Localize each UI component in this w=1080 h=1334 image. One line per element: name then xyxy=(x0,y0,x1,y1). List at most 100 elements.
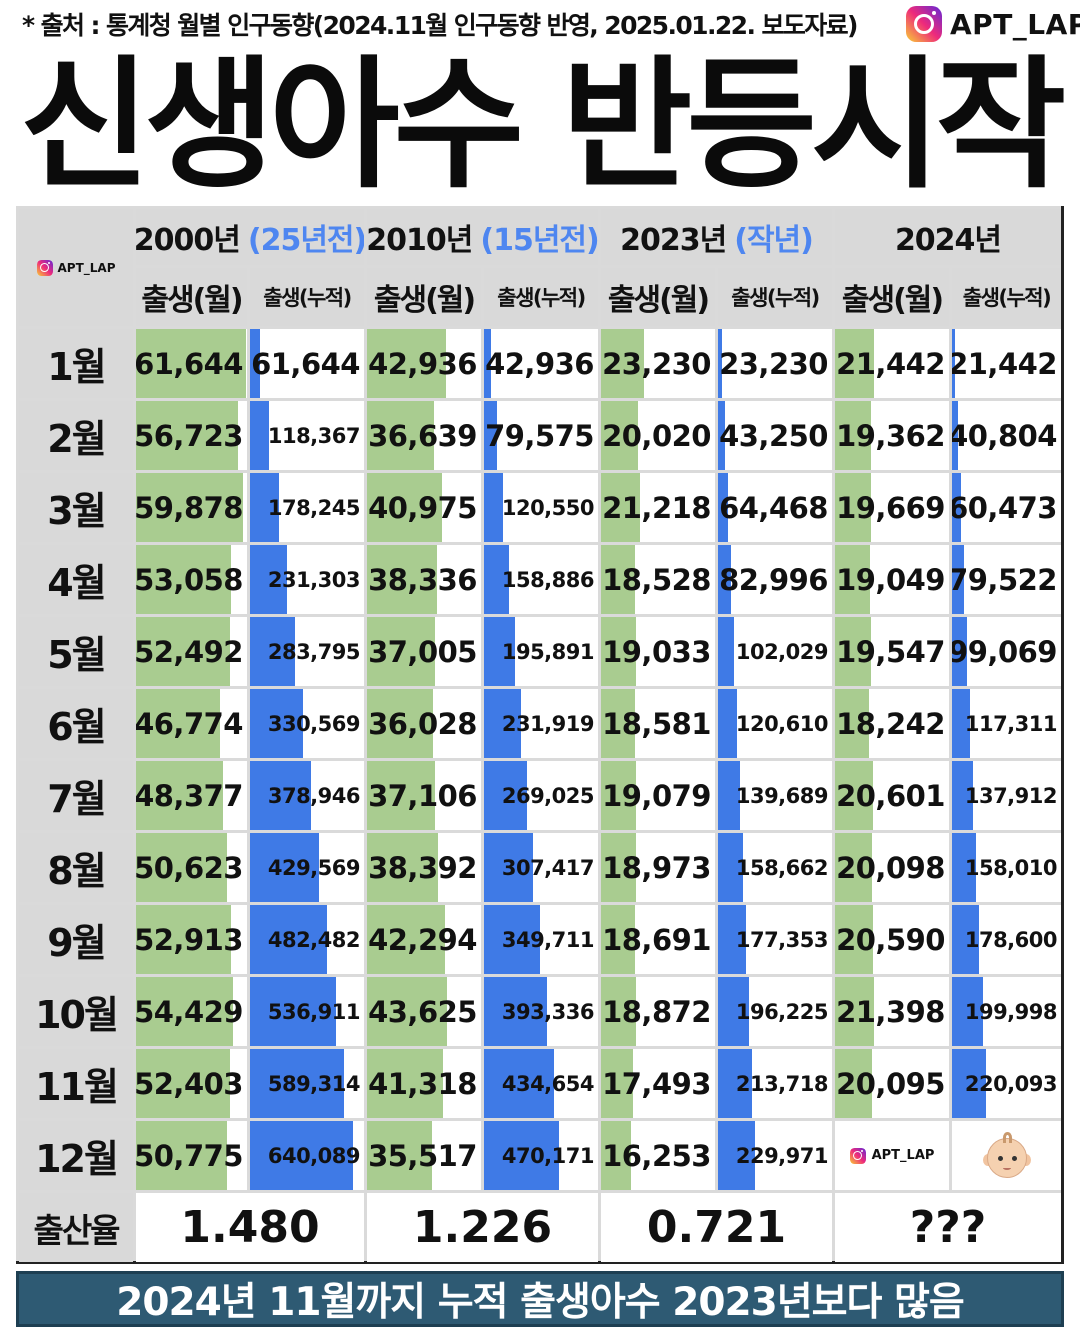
cumulative-bar xyxy=(250,689,303,758)
monthly-cell: 18,528 xyxy=(601,545,715,614)
monthly-bar xyxy=(835,689,869,758)
monthly-bar xyxy=(601,1121,631,1190)
sub-header-monthly-label: 출생(월) xyxy=(841,283,944,318)
monthly-value: 20,098 xyxy=(836,850,945,885)
monthly-cell: 36,028 xyxy=(367,689,481,758)
sub-header-monthly: 출생(월) xyxy=(136,268,247,326)
cumulative-cell: 43,250 xyxy=(718,401,832,470)
monthly-cell: 41,318 xyxy=(367,1049,481,1118)
cumulative-cell: 137,912 xyxy=(952,761,1061,830)
monthly-value: 18,581 xyxy=(602,706,711,741)
baby-cell xyxy=(952,1121,1061,1190)
monthly-bar xyxy=(136,1121,227,1190)
cumulative-value: 21,442 xyxy=(952,346,1057,381)
sub-header-monthly-label: 출생(월) xyxy=(373,283,476,318)
cumulative-cell: 269,025 xyxy=(484,761,598,830)
cumulative-bar xyxy=(718,401,725,470)
monthly-bar xyxy=(136,329,247,398)
cumulative-bar xyxy=(484,329,491,398)
cumulative-value: 178,245 xyxy=(267,495,361,520)
monthly-cell: 20,095 xyxy=(835,1049,949,1118)
month-text: 5월 xyxy=(47,633,106,677)
monthly-cell: 46,774 xyxy=(136,689,247,758)
cumulative-bar xyxy=(250,977,337,1046)
birth-rate-number: 1.226 xyxy=(412,1202,553,1253)
monthly-bar xyxy=(835,833,872,902)
cumulative-value: 229,971 xyxy=(735,1143,829,1168)
cumulative-bar xyxy=(952,473,962,542)
birth-rate-value: 0.721 xyxy=(601,1193,832,1262)
monthly-bar xyxy=(367,1121,433,1190)
end-brand-name: APT_LAP xyxy=(871,1148,935,1163)
cumulative-bar xyxy=(484,689,522,758)
monthly-bar xyxy=(367,617,436,686)
month-text: 1월 xyxy=(47,345,106,389)
sub-header-monthly: 출생(월) xyxy=(835,268,949,326)
monthly-bar xyxy=(601,545,636,614)
month-text: 9월 xyxy=(47,921,106,965)
month-label: 12월 xyxy=(19,1121,133,1190)
monthly-cell: 52,403 xyxy=(136,1049,247,1118)
month-text: 6월 xyxy=(47,705,106,749)
cumulative-bar xyxy=(250,617,296,686)
monthly-bar xyxy=(601,473,640,542)
monthly-value: 19,033 xyxy=(602,634,711,669)
cumulative-bar xyxy=(484,545,510,614)
month-text: 11월 xyxy=(35,1065,119,1109)
cumulative-bar xyxy=(952,1049,986,1118)
cumulative-cell: 79,575 xyxy=(484,401,598,470)
monthly-cell: 20,020 xyxy=(601,401,715,470)
cumulative-cell: 82,996 xyxy=(718,545,832,614)
monthly-bar xyxy=(367,401,435,470)
monthly-bar xyxy=(601,761,637,830)
monthly-value: 36,639 xyxy=(368,418,477,453)
sub-header-monthly-label: 출생(월) xyxy=(607,283,710,318)
monthly-cell: 38,392 xyxy=(367,833,481,902)
birth-rate-value: ??? xyxy=(835,1193,1061,1262)
monthly-value: 52,492 xyxy=(136,634,243,669)
cumulative-value: 536,911 xyxy=(267,999,361,1024)
monthly-cell: 18,242 xyxy=(835,689,949,758)
monthly-value: 23,230 xyxy=(602,346,711,381)
monthly-bar xyxy=(601,401,638,470)
cumulative-bar xyxy=(484,1049,554,1118)
cumulative-cell: 60,473 xyxy=(952,473,1061,542)
cumulative-value: 393,336 xyxy=(501,999,595,1024)
cumulative-bar xyxy=(484,761,528,830)
monthly-value: 35,517 xyxy=(368,1138,477,1173)
cumulative-bar xyxy=(718,689,738,758)
cumulative-value: 61,644 xyxy=(251,346,360,381)
cumulative-bar xyxy=(250,1121,353,1190)
monthly-value: 36,028 xyxy=(368,706,477,741)
cumulative-cell: 231,303 xyxy=(250,545,364,614)
monthly-cell: 52,913 xyxy=(136,905,247,974)
monthly-bar xyxy=(601,833,636,902)
cumulative-bar xyxy=(952,977,983,1046)
birth-rate-label-text: 출산율 xyxy=(33,1210,120,1250)
cumulative-value: 196,225 xyxy=(735,999,829,1024)
monthly-value: 19,362 xyxy=(836,418,945,453)
monthly-value: 18,973 xyxy=(602,850,711,885)
year-note: (25년전) xyxy=(247,223,364,258)
cumulative-cell: 79,522 xyxy=(952,545,1061,614)
monthly-value: 52,403 xyxy=(136,1066,243,1101)
cumulative-value: 434,654 xyxy=(501,1071,595,1096)
cumulative-bar xyxy=(250,905,328,974)
month-label: 1월 xyxy=(19,329,133,398)
cumulative-cell: 23,230 xyxy=(718,329,832,398)
monthly-value: 20,601 xyxy=(836,778,945,813)
cumulative-bar xyxy=(484,833,534,902)
monthly-cell: 61,644 xyxy=(136,329,247,398)
instagram-icon xyxy=(849,1147,866,1164)
monthly-cell: 21,398 xyxy=(835,977,949,1046)
cumulative-bar xyxy=(952,905,980,974)
monthly-bar xyxy=(136,977,234,1046)
sub-header-cumulative-label: 출생(누적) xyxy=(731,286,820,310)
monthly-value: 18,242 xyxy=(836,706,945,741)
month-label: 10월 xyxy=(19,977,133,1046)
monthly-bar xyxy=(601,1049,634,1118)
monthly-bar xyxy=(835,1049,872,1118)
monthly-cell: 18,872 xyxy=(601,977,715,1046)
cumulative-bar xyxy=(250,1049,345,1118)
monthly-bar xyxy=(367,689,434,758)
